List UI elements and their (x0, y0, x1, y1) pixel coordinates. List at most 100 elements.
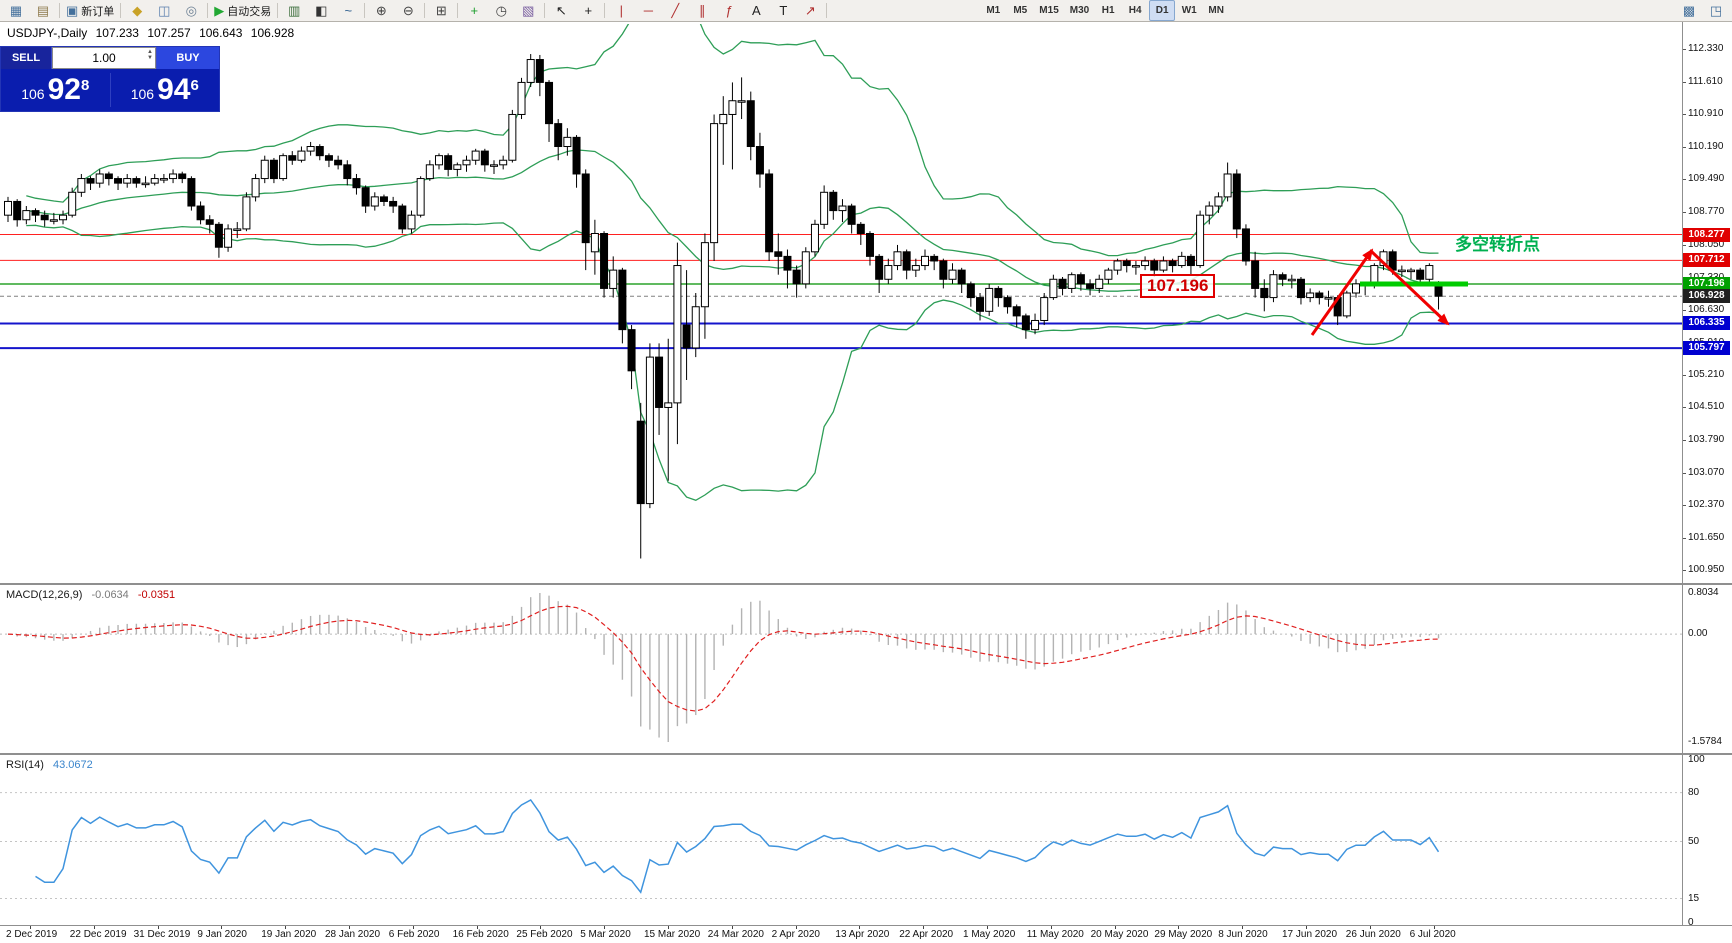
close-value: 106.928 (250, 26, 295, 40)
trendline-icon[interactable]: ╱ (662, 0, 688, 21)
rsi-tick-label: 15 (1688, 892, 1700, 904)
sell-price[interactable]: 106 928 (1, 73, 110, 107)
bar-chart-icon[interactable]: ▥ (281, 0, 307, 21)
new-order-button-label: 新订单 (81, 5, 115, 18)
timeframe-m1-label: M1 (986, 5, 1001, 16)
high-value: 107.257 (147, 26, 191, 40)
date-label: 13 Apr 2020 (835, 929, 890, 940)
timeframe-d1[interactable]: D1 (1149, 0, 1176, 21)
toolbar-separator (457, 3, 459, 18)
rsi-value: 43.0672 (52, 759, 93, 771)
periods-icon[interactable]: ◷ (488, 0, 514, 21)
detach-chart-icon[interactable]: ◳ (1703, 0, 1729, 21)
sell-price-prefix: 106 (21, 86, 45, 102)
window-layout-icon[interactable]: ▩ (1676, 0, 1702, 21)
date-label: 22 Apr 2020 (899, 929, 954, 940)
price-tag: 107.712 (1683, 253, 1730, 268)
templates-icon[interactable]: ▧ (515, 0, 541, 21)
navigator-icon[interactable]: ◎ (178, 0, 204, 21)
macd-axis-max: 0.8034 (1688, 587, 1719, 598)
metaeditor-icon[interactable]: ◆ (124, 0, 150, 21)
timeframe-h4[interactable]: H4 (1122, 0, 1148, 21)
timeframe-m5-label: M5 (1013, 5, 1028, 16)
vertical-line-icon[interactable]: | (608, 0, 634, 21)
marketwatch-icon[interactable]: ◫ (151, 0, 177, 21)
drawn-objects[interactable] (1310, 248, 1468, 336)
zoom-in-icon[interactable]: ⊕ (368, 0, 394, 21)
macd-plot (0, 593, 1682, 742)
text-icon: A (751, 3, 761, 18)
price-tick-label: 103.070 (1688, 466, 1725, 478)
tile-windows-icon[interactable]: ⊞ (428, 0, 454, 21)
macd-value-main: -0.0634 (91, 589, 129, 601)
date-label: 2 Dec 2019 (6, 929, 58, 940)
line-chart-icon[interactable]: ~ (335, 0, 361, 21)
price-callout-label[interactable]: 107.196 (1140, 274, 1216, 298)
open-value: 107.233 (95, 26, 139, 40)
channel-icon[interactable]: ∥ (689, 0, 715, 21)
macd-rsi-separator[interactable] (0, 753, 1732, 755)
fibonacci-icon[interactable]: ƒ (716, 0, 742, 21)
symbol-timeframe-label: USDJPY-,Daily (7, 26, 88, 40)
date-label: 1 May 2020 (963, 929, 1016, 940)
fibonacci-icon: ƒ (725, 3, 733, 18)
price-tick-label: 107.330 (1688, 271, 1725, 283)
lot-down-icon[interactable]: ▼ (147, 55, 153, 61)
timeframe-m5[interactable]: M5 (1007, 0, 1033, 21)
price-tick-label: 102.370 (1688, 498, 1725, 510)
indicators-icon[interactable]: + (461, 0, 487, 21)
timeframe-h1[interactable]: H1 (1095, 0, 1121, 21)
timeframe-w1[interactable]: W1 (1176, 0, 1202, 21)
lot-stepper[interactable]: ▲ ▼ (147, 49, 153, 61)
date-label: 19 Jan 2020 (261, 929, 317, 940)
autotrading-button[interactable]: ▶ 自动交易 (211, 0, 274, 21)
buy-price[interactable]: 106 946 (111, 73, 220, 107)
candlestick-chart-icon[interactable]: ◧ (308, 0, 334, 21)
text-icon[interactable]: A (743, 0, 769, 21)
label-icon[interactable]: T (770, 0, 796, 21)
zoom-out-icon[interactable]: ⊖ (395, 0, 421, 21)
cursor-icon[interactable]: ↖ (548, 0, 574, 21)
zoom-out-icon: ⊖ (402, 3, 414, 18)
rsi-tick-label: 100 (1688, 754, 1705, 765)
price-tick-label: 103.790 (1688, 433, 1725, 445)
price-tick-label: 112.330 (1688, 43, 1724, 54)
metaeditor-icon: ◆ (132, 3, 143, 18)
timeframe-d1-label: D1 (1155, 5, 1169, 16)
horizontal-level-lines[interactable] (0, 234, 1682, 350)
trendline-icon: ╱ (671, 3, 680, 18)
macd-axis-min: -1.5784 (1688, 736, 1722, 747)
sell-button[interactable]: SELL (1, 47, 52, 69)
date-label: 28 Jan 2020 (325, 929, 381, 940)
date-label: 25 Feb 2020 (516, 929, 573, 940)
horizontal-line-icon[interactable]: ─ (635, 0, 661, 21)
new-order-button[interactable]: ▣ 新订单 (63, 0, 117, 21)
buy-button[interactable]: BUY (156, 47, 219, 69)
timeframe-mn-label: MN (1208, 5, 1224, 16)
price-tag: 107.196 (1683, 277, 1730, 292)
timeframe-m30[interactable]: M30 (1065, 0, 1094, 21)
buy-price-big: 94 (157, 73, 191, 106)
timeframe-m15[interactable]: M15 (1034, 0, 1063, 21)
arrows-tool-icon[interactable]: ↗ (797, 0, 823, 21)
timeframe-mn[interactable]: MN (1203, 0, 1229, 21)
lot-up-icon[interactable]: ▲ (147, 49, 153, 55)
crosshair-icon[interactable]: + (575, 0, 601, 21)
new-chart-icon[interactable]: ▦ (3, 0, 29, 21)
main-macd-separator[interactable] (0, 583, 1732, 585)
toolbar-group-zoom: ⊕ ⊖ (368, 0, 421, 21)
toolbar-group-apps: ◆ ◫ ◎ (124, 0, 204, 21)
toolbar-separator (424, 3, 426, 18)
date-label: 9 Jan 2020 (197, 929, 247, 940)
periods-icon: ◷ (495, 3, 507, 18)
timeframe-m1[interactable]: M1 (980, 0, 1006, 21)
zoom-in-icon: ⊕ (375, 3, 387, 18)
profiles-icon[interactable]: ▤ (30, 0, 56, 21)
price-tick-label: 109.490 (1688, 173, 1725, 184)
date-label: 22 Dec 2019 (69, 929, 127, 940)
lot-size-field[interactable]: 1.00 ▲ ▼ (52, 47, 156, 69)
turning-point-annotation[interactable]: 多空转折点 (1455, 235, 1540, 254)
